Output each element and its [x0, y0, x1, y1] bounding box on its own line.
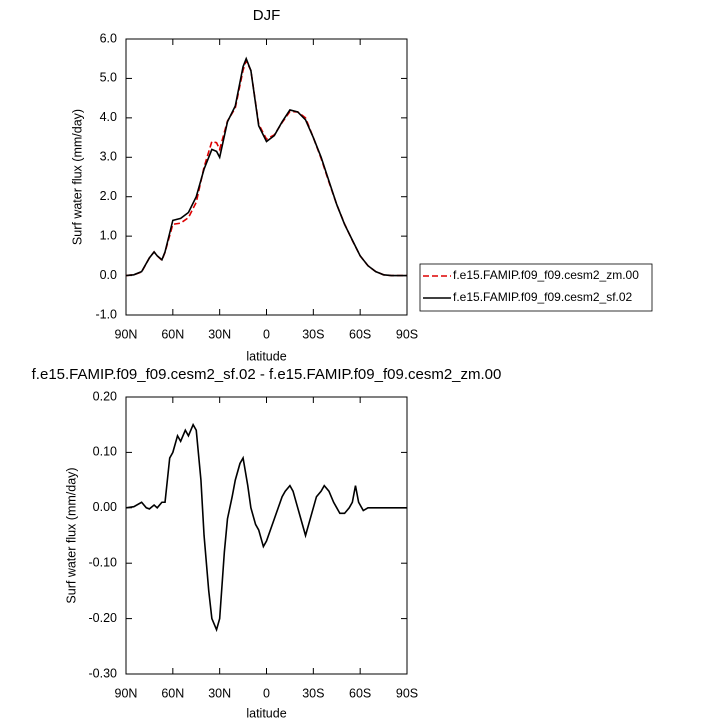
y-tick-label: -0.10: [89, 555, 118, 569]
x-tick-label: 60S: [349, 327, 371, 341]
x-tick-label: 90S: [396, 686, 418, 700]
y-axis-label: Surf water flux (mm/day): [70, 109, 84, 245]
y-tick-label: 4.0: [100, 110, 117, 124]
y-tick-label: 1.0: [100, 228, 117, 242]
y-tick-label: 0.10: [93, 445, 117, 459]
y-tick-label: -1.0: [95, 307, 117, 321]
x-tick-label: 0: [263, 327, 270, 341]
y-tick-label: 3.0: [100, 150, 117, 164]
y-axis-label: Surf water flux (mm/day): [64, 467, 78, 603]
x-tick-label: 60N: [161, 686, 184, 700]
y-tick-label: 0.00: [93, 500, 117, 514]
x-tick-label: 30S: [302, 327, 324, 341]
x-tick-label: 30N: [208, 327, 231, 341]
x-tick-label: 90N: [115, 686, 138, 700]
x-tick-label: 30N: [208, 686, 231, 700]
y-tick-label: 0.0: [100, 268, 117, 282]
legend-box: [419, 263, 653, 312]
x-tick-label: 90S: [396, 327, 418, 341]
x-tick-label: 30S: [302, 686, 324, 700]
x-axis-label: latitude: [246, 706, 286, 720]
x-tick-label: 60S: [349, 686, 371, 700]
chart-title: f.e15.FAMIP.f09_f09.cesm2_sf.02 - f.e15.…: [32, 366, 502, 383]
chart-title: DJF: [253, 7, 281, 24]
x-axis-label: latitude: [246, 349, 286, 363]
plot-frame: [125, 396, 408, 675]
y-tick-label: -0.20: [89, 611, 118, 625]
x-tick-label: 90N: [115, 327, 138, 341]
legend-label: f.e15.FAMIP.f09_f09.cesm2_sf.02: [453, 290, 633, 304]
y-tick-label: 5.0: [100, 71, 117, 85]
plot-frame: [125, 38, 408, 316]
series-line: [125, 58, 407, 277]
x-tick-label: 0: [263, 686, 270, 700]
y-tick-label: 2.0: [100, 189, 117, 203]
series-line: [125, 56, 407, 277]
x-tick-label: 60N: [161, 327, 184, 341]
difference-line: [125, 422, 407, 633]
legend-label: f.e15.FAMIP.f09_f09.cesm2_zm.00: [453, 268, 639, 282]
y-tick-label: 6.0: [100, 31, 117, 45]
y-tick-label: -0.30: [89, 666, 118, 680]
y-tick-label: 0.20: [93, 389, 117, 403]
